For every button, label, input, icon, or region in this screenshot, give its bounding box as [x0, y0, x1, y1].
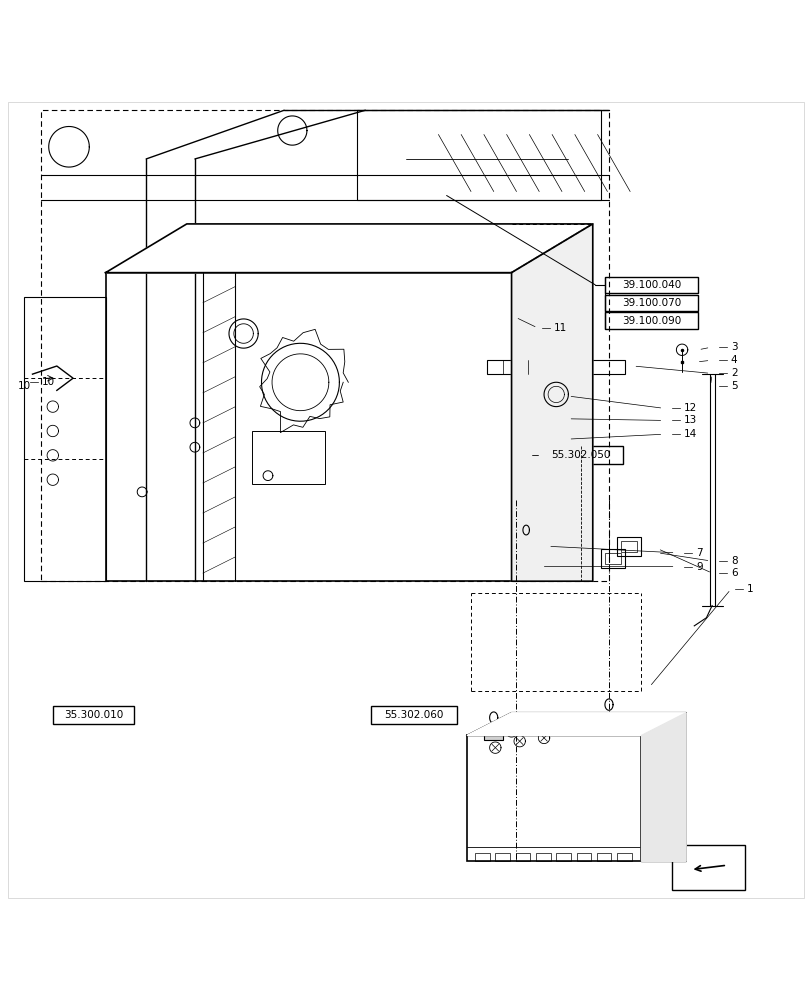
Bar — [596, 853, 611, 861]
Bar — [495, 853, 509, 861]
Text: 14: 14 — [683, 429, 696, 439]
Bar — [537, 446, 623, 464]
Bar — [620, 541, 637, 552]
Text: 3: 3 — [730, 342, 736, 352]
Text: 6: 6 — [730, 568, 736, 578]
Bar — [53, 706, 134, 724]
Bar — [672, 845, 744, 890]
Bar — [535, 853, 550, 861]
Text: 11: 11 — [553, 323, 566, 333]
Text: 7: 7 — [695, 548, 702, 558]
Bar — [487, 360, 624, 374]
Bar — [466, 735, 641, 861]
Text: 5: 5 — [730, 381, 736, 391]
Bar — [483, 727, 503, 740]
Text: 55.302.050: 55.302.050 — [550, 450, 610, 460]
Text: 39.100.070: 39.100.070 — [621, 298, 680, 308]
Text: 10: 10 — [42, 377, 55, 387]
Bar — [599, 714, 618, 727]
Polygon shape — [641, 713, 685, 861]
Bar — [604, 312, 697, 329]
Bar — [556, 853, 570, 861]
Bar — [474, 853, 489, 861]
Text: 10: 10 — [18, 381, 31, 391]
Bar — [24, 297, 105, 581]
Text: 55.302.060: 55.302.060 — [384, 710, 444, 720]
Bar — [515, 853, 530, 861]
Text: 4: 4 — [730, 355, 736, 365]
Text: 9: 9 — [695, 562, 702, 572]
Bar — [105, 273, 511, 581]
Bar — [616, 853, 631, 861]
Polygon shape — [105, 224, 592, 273]
Text: 13: 13 — [683, 415, 696, 425]
Bar — [604, 277, 697, 293]
Text: 8: 8 — [730, 556, 736, 566]
Bar — [251, 431, 324, 484]
Bar — [604, 295, 697, 311]
Text: 2: 2 — [730, 368, 736, 378]
Text: 39.100.040: 39.100.040 — [621, 280, 680, 290]
Bar — [371, 706, 456, 724]
Polygon shape — [511, 224, 592, 581]
Bar — [616, 537, 641, 556]
Bar — [513, 537, 538, 556]
Bar — [604, 553, 620, 564]
Text: 35.300.010: 35.300.010 — [64, 710, 122, 720]
Bar — [600, 549, 624, 568]
Text: 1: 1 — [746, 584, 753, 594]
Bar — [517, 541, 534, 552]
Polygon shape — [466, 713, 685, 735]
Text: 12: 12 — [683, 403, 696, 413]
Bar — [357, 110, 600, 200]
Bar — [576, 853, 590, 861]
Text: 39.100.090: 39.100.090 — [621, 316, 680, 326]
